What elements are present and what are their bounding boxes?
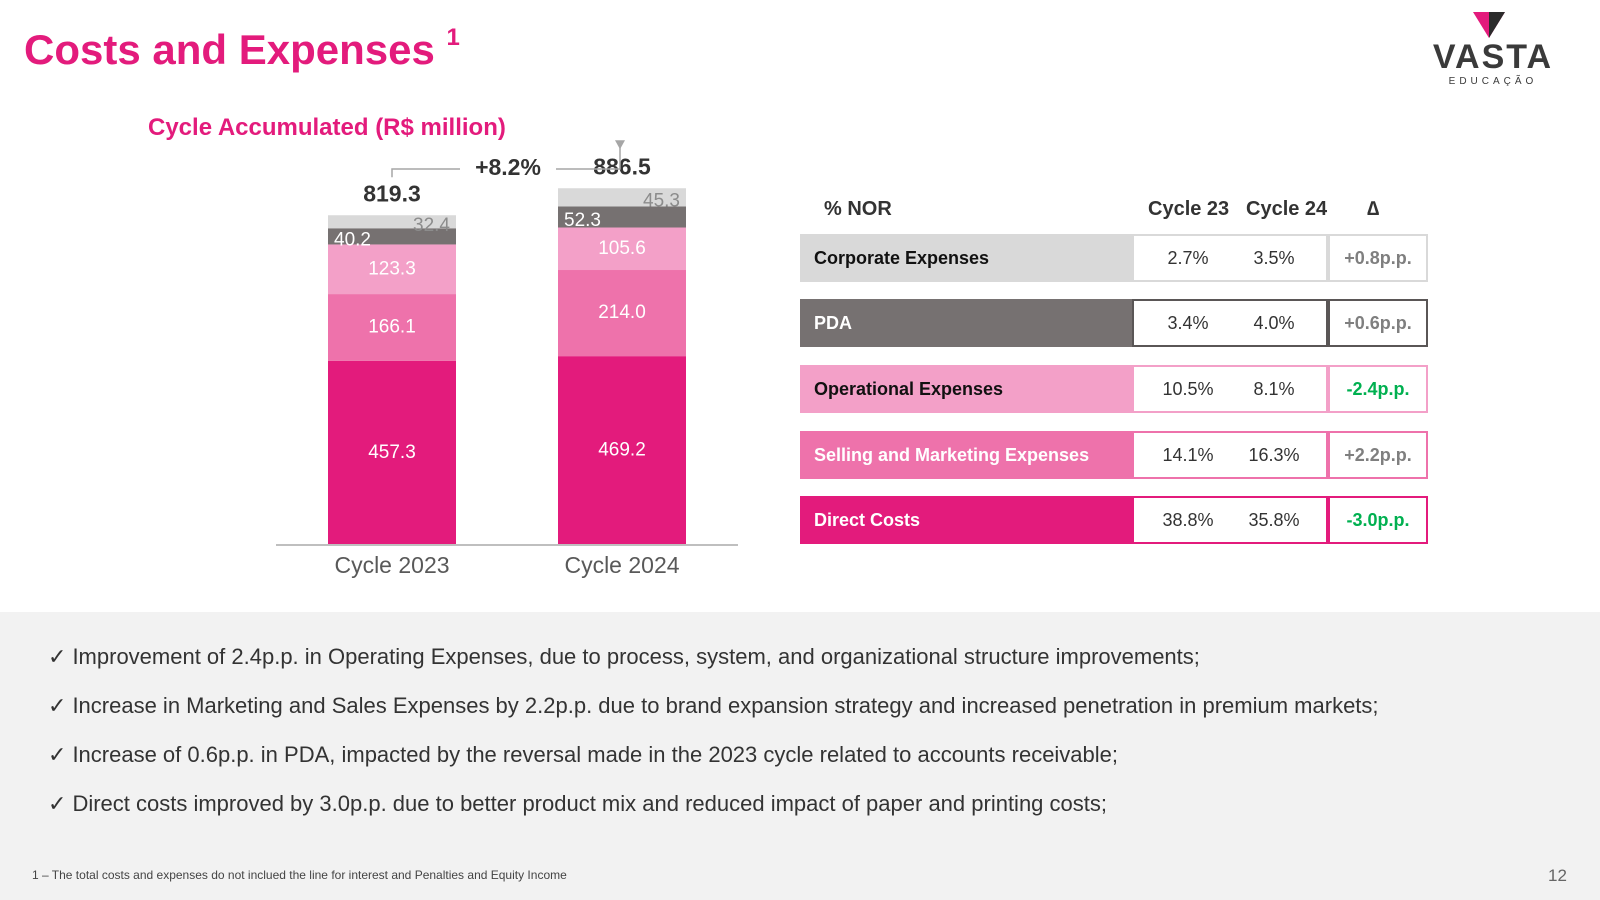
data-label: 166.1 [368,317,416,338]
table-row-selling: Selling and Marketing Expenses 14.1% 16.… [800,431,1430,479]
table-row-pda: PDA 3.4% 4.0% +0.6p.p. [800,299,1430,347]
x-tick-label: Cycle 2024 [564,552,679,578]
bar-segment [558,206,686,228]
row-value-c24: 8.1% [1253,378,1295,399]
bar-segment [558,188,686,207]
data-label: 40.2 [334,229,371,250]
bar-segment [328,228,456,245]
bullet-text: Improvement of 2.4p.p. in Operating Expe… [72,644,1200,669]
check-icon: ✓ [48,742,67,767]
row-value-c23: 10.5% [1162,378,1214,399]
bar-segment [328,360,456,545]
logo-subtitle: EDUCAÇÃO [1448,76,1538,87]
row-values: 38.8% 35.8% [1132,496,1328,544]
page-number: 12 [1548,866,1567,885]
row-value-c24: 4.0% [1253,312,1295,333]
row-value-c24: 16.3% [1248,444,1300,465]
data-label: 105.6 [598,238,646,259]
bullet-text: Increase in Marketing and Sales Expenses… [72,693,1379,718]
row-value-c23: 38.8% [1162,509,1214,530]
row-value-c23: 3.4% [1167,312,1209,333]
row-label: Direct Costs [800,496,1132,544]
row-values: 2.7% 3.5% [1132,234,1328,282]
chart-subtitle: Cycle Accumulated (R$ million) [148,114,506,141]
table-header-metric: % NOR [824,198,892,220]
row-label: Corporate Expenses [800,234,1132,282]
row-values: 3.4% 4.0% [1132,299,1328,347]
table-header-delta: ∆ [1367,198,1380,220]
total-label: 819.3 [363,180,421,206]
row-label: Selling and Marketing Expenses [800,431,1132,479]
bullet-text: Increase of 0.6p.p. in PDA, impacted by … [72,742,1119,767]
growth-arrowhead-icon [615,140,625,150]
row-delta: +0.8p.p. [1328,234,1428,282]
bar-segment [558,227,686,271]
x-tick-label: Cycle 2023 [334,552,449,578]
bullet-text: Direct costs improved by 3.0p.p. due to … [72,791,1107,816]
row-values: 10.5% 8.1% [1132,365,1328,413]
bullet-item: ✓ Improvement of 2.4p.p. in Operating Exp… [48,644,1200,670]
page-title-text: Costs and Expenses [24,26,435,73]
logo-wordmark: VASTA [1432,38,1554,76]
growth-label: +8.2% [475,154,541,180]
row-label: Operational Expenses [800,365,1132,413]
data-label: 52.3 [564,210,601,231]
footnote: 1 – The total costs and expenses do not … [32,868,567,882]
row-value-c23: 14.1% [1162,444,1214,465]
data-label: 214.0 [598,302,646,323]
row-delta: -2.4p.p. [1328,365,1428,413]
stacked-bar-chart: 457.3 166.1 123.3 40.2 32.4 819.3 Cycle 2023 46… [276,140,738,578]
table-header-cycle24: Cycle 24 [1246,198,1328,220]
title-footnote-marker: 1 [446,24,460,51]
row-delta: +2.2p.p. [1328,431,1428,479]
page-title: Costs and Expenses 1 [24,24,460,74]
check-icon: ✓ [48,791,67,816]
row-value-c24: 35.8% [1248,509,1300,530]
check-icon: ✓ [48,693,67,718]
bar-segment [328,244,456,295]
data-label: 32.4 [413,215,450,236]
data-label: 123.3 [368,258,416,279]
row-delta: -3.0p.p. [1328,496,1428,544]
table-row-corporate: Corporate Expenses 2.7% 3.5% +0.8p.p. [800,234,1430,282]
row-values: 14.1% 16.3% [1132,431,1328,479]
row-label: PDA [800,299,1132,347]
row-value-c23: 2.7% [1167,247,1209,268]
growth-bracket-right [556,142,621,170]
row-value-c24: 3.5% [1253,247,1295,268]
table-row-direct: Direct Costs 38.8% 35.8% -3.0p.p. [800,496,1430,544]
bar-segment [558,270,686,357]
bar-segment [558,356,686,545]
bullet-item: ✓ Increase of 0.6p.p. in PDA, impacted by… [48,742,1118,768]
data-label: 469.2 [598,440,646,461]
data-label: 45.3 [643,190,680,211]
table-row-operational: Operational Expenses 10.5% 8.1% -2.4p.p. [800,365,1430,413]
bar-segment [328,294,456,361]
growth-bracket-left [391,168,460,178]
data-label: 457.3 [368,442,416,463]
vasta-logo: VASTA EDUCAÇÃO [1418,10,1568,90]
commentary-panel: ✓ Improvement of 2.4p.p. in Operating Exp… [0,612,1600,900]
bullet-item: ✓ Direct costs improved by 3.0p.p. due to… [48,791,1107,817]
table-header-cycle23: Cycle 23 [1148,198,1230,220]
check-icon: ✓ [48,644,67,669]
total-label: 886.5 [593,153,651,179]
row-delta: +0.6p.p. [1328,299,1428,347]
bar-segment [328,215,456,229]
logo-triangle-icon [1473,12,1505,38]
bullet-item: ✓ Increase in Marketing and Sales Expense… [48,693,1379,719]
